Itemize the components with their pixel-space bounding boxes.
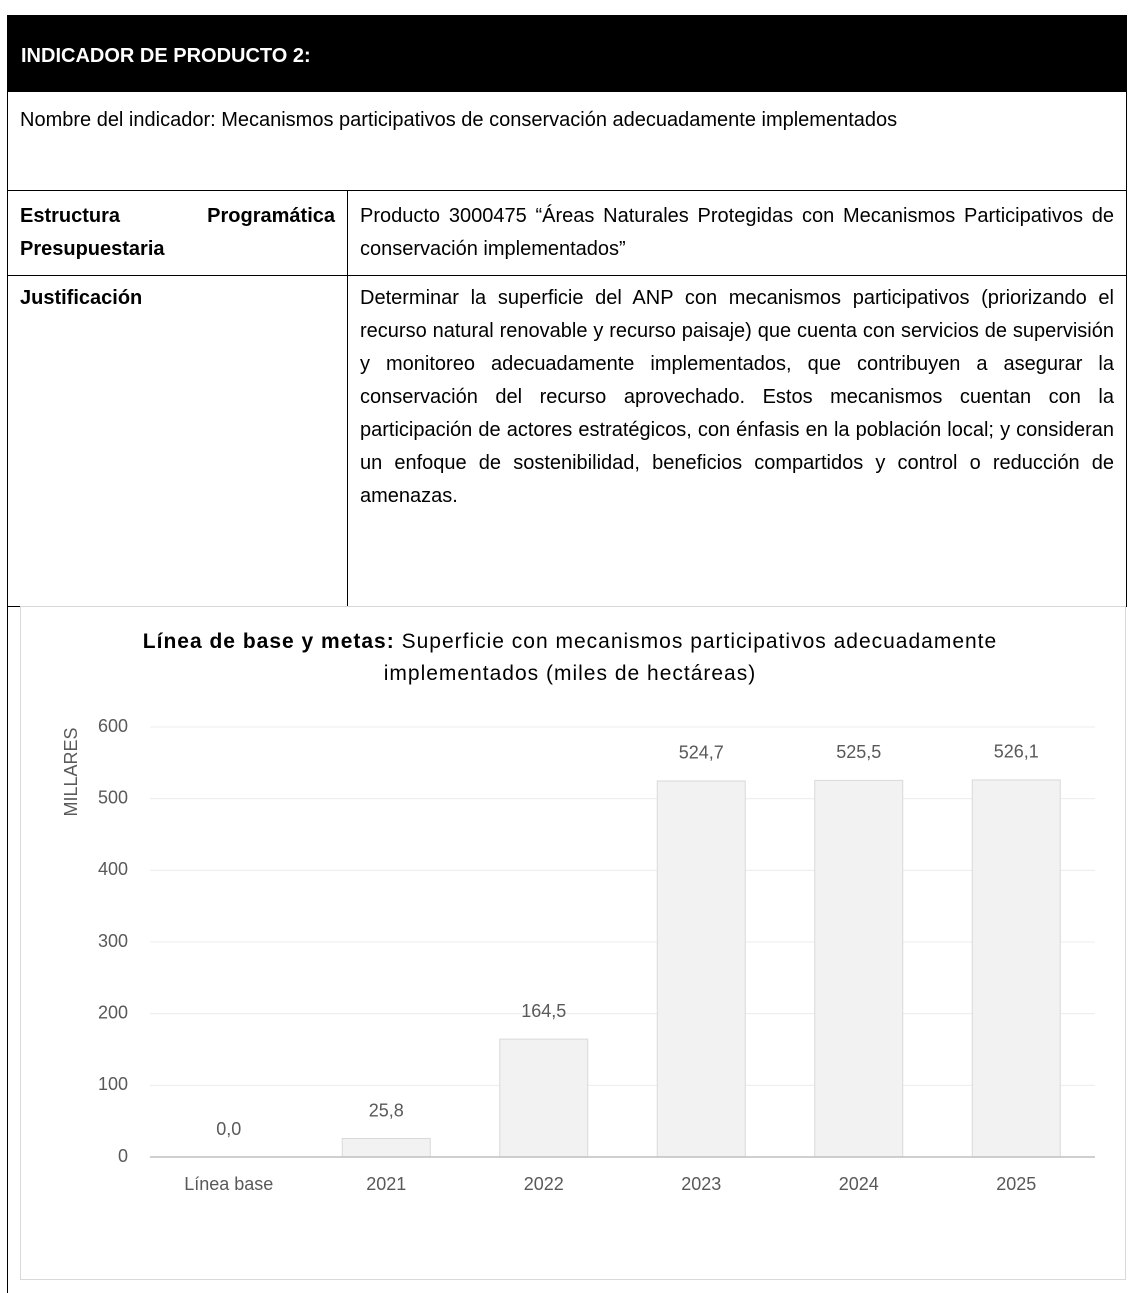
x-tick-label: 2023 — [681, 1174, 721, 1194]
y-tick-label: 200 — [98, 1002, 128, 1022]
header-title: INDICADOR DE PRODUCTO 2: — [21, 45, 311, 67]
x-tick-label: Línea base — [184, 1174, 273, 1194]
data-label: 526,1 — [994, 742, 1039, 762]
bar — [814, 779, 904, 1158]
data-label: 525,5 — [836, 742, 881, 762]
x-tick-label: 2022 — [524, 1174, 564, 1194]
y-tick-label: 100 — [98, 1074, 128, 1094]
x-tick-label: 2024 — [839, 1174, 879, 1194]
bar — [341, 1138, 431, 1158]
data-label: 0,0 — [216, 1119, 241, 1139]
data-label: 164,5 — [521, 1001, 566, 1021]
x-tick-label: 2025 — [996, 1174, 1036, 1194]
chart-frame — [20, 606, 1126, 1280]
y-tick-label: 300 — [98, 931, 128, 951]
chart-subtitle: Superficie con mecanismos participativos… — [383, 630, 998, 685]
chart-title-bold: Línea de base y metas: — [142, 630, 395, 653]
row-value: Determinar la superficie del ANP con mec… — [347, 275, 1127, 607]
y-tick-label: 500 — [98, 787, 128, 807]
cell-border — [7, 606, 8, 1293]
bar — [971, 779, 1061, 1158]
data-label: 524,7 — [679, 743, 724, 763]
y-tick-label: 400 — [98, 859, 128, 879]
y-tick-label: 600 — [98, 716, 128, 736]
bar — [499, 1038, 589, 1158]
header: INDICADOR DE PRODUCTO 2: — [7, 15, 1127, 91]
y-tick-label: 0 — [118, 1146, 128, 1166]
y-axis-label: MILLARES — [61, 727, 81, 816]
data-label: 25,8 — [369, 1100, 404, 1120]
bar — [656, 780, 746, 1158]
x-tick-label: 2021 — [366, 1174, 406, 1194]
chart-title: Línea de base y metas: Superficie con me… — [120, 626, 1020, 690]
